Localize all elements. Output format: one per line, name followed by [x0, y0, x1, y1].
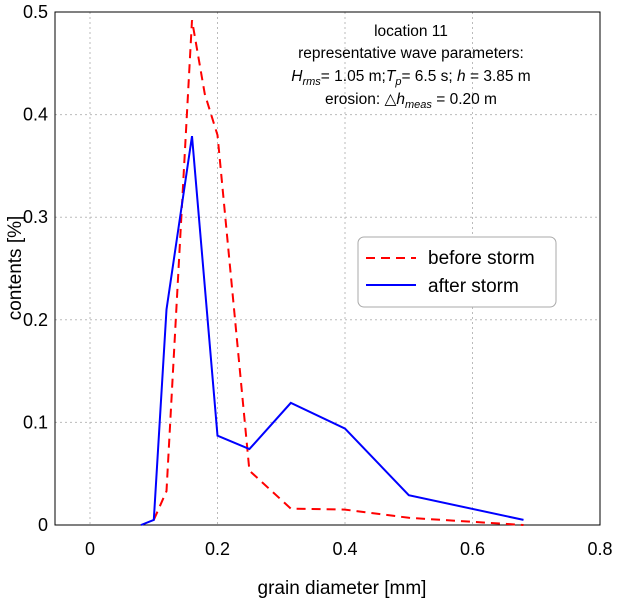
- hrms-value: = 1.05 m;: [321, 68, 386, 85]
- x-tick-label: 0: [85, 539, 95, 559]
- h-value: = 3.85 m: [466, 68, 531, 85]
- x-tick-label: 0.8: [587, 539, 612, 559]
- tp-value: = 6.5 s;: [401, 68, 457, 85]
- hrms-symbol: H: [291, 68, 303, 85]
- plot-frame: [54, 11, 601, 526]
- x-tick-label: 0.4: [332, 539, 357, 559]
- series-line-before-storm: [152, 20, 524, 526]
- legend: before storm after storm: [357, 236, 557, 308]
- series-group: [140, 20, 524, 526]
- annotation-wave-params: Hrms= 1.05 m;Tp= 6.5 s; h = 3.85 m: [291, 68, 530, 88]
- tp-symbol: T: [386, 68, 397, 85]
- legend-label-before-storm: before storm: [428, 248, 535, 269]
- x-tick-label: 0.6: [460, 539, 485, 559]
- annotation-erosion: erosion: △hmeas = 0.20 m: [325, 91, 497, 111]
- series-line-after-storm: [140, 135, 524, 526]
- erosion-value: = 0.20 m: [432, 91, 497, 108]
- y-tick-label: 0.2: [23, 310, 48, 330]
- h-symbol: h: [457, 68, 466, 85]
- hrms-subscript: rms: [302, 76, 321, 88]
- hmeas-subscript: meas: [405, 99, 432, 111]
- x-tick-label: 0.2: [205, 539, 230, 559]
- x-axis-ticks: 0 0.2 0.4 0.6 0.8: [85, 539, 613, 559]
- erosion-prefix: erosion:: [325, 91, 384, 108]
- y-tick-label: 0.1: [23, 412, 48, 432]
- legend-label-after-storm: after storm: [428, 276, 519, 297]
- y-tick-label: 0.3: [23, 207, 48, 227]
- annotation-wave-title: representative wave parameters:: [298, 45, 524, 62]
- hmeas-symbol: h: [396, 91, 405, 108]
- legend-box: [357, 236, 557, 308]
- y-tick-label: 0: [38, 515, 48, 535]
- tp-subscript: p: [394, 76, 401, 88]
- x-axis-label: grain diameter [mm]: [258, 578, 427, 599]
- y-axis-ticks: 0 0.1 0.2 0.3 0.4 0.5: [23, 2, 48, 535]
- delta-symbol: △: [384, 91, 397, 108]
- annotation-location: location 11: [374, 23, 448, 40]
- annotation-box: location 11 representative wave paramete…: [291, 23, 530, 111]
- y-tick-label: 0.5: [23, 2, 48, 22]
- y-tick-label: 0.4: [23, 105, 48, 125]
- y-axis-label: contents [%]: [5, 216, 26, 321]
